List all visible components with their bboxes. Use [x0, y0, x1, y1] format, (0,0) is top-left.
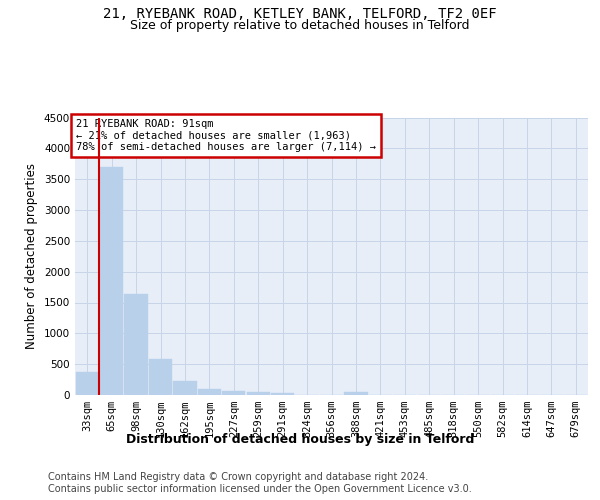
- Y-axis label: Number of detached properties: Number of detached properties: [25, 163, 38, 349]
- Bar: [173, 381, 197, 395]
- Text: 21 RYEBANK ROAD: 91sqm
← 21% of detached houses are smaller (1,963)
78% of semi-: 21 RYEBANK ROAD: 91sqm ← 21% of detached…: [76, 118, 376, 152]
- Bar: [149, 358, 172, 395]
- Text: Contains HM Land Registry data © Crown copyright and database right 2024.: Contains HM Land Registry data © Crown c…: [48, 472, 428, 482]
- Bar: [222, 392, 245, 395]
- Text: Contains public sector information licensed under the Open Government Licence v3: Contains public sector information licen…: [48, 484, 472, 494]
- Bar: [124, 294, 148, 395]
- Bar: [76, 372, 99, 395]
- Bar: [198, 389, 221, 395]
- Bar: [100, 167, 123, 395]
- Text: Distribution of detached houses by size in Telford: Distribution of detached houses by size …: [126, 432, 474, 446]
- Bar: [344, 392, 368, 395]
- Text: Size of property relative to detached houses in Telford: Size of property relative to detached ho…: [130, 19, 470, 32]
- Bar: [247, 392, 270, 395]
- Text: 21, RYEBANK ROAD, KETLEY BANK, TELFORD, TF2 0EF: 21, RYEBANK ROAD, KETLEY BANK, TELFORD, …: [103, 8, 497, 22]
- Bar: [271, 392, 294, 395]
